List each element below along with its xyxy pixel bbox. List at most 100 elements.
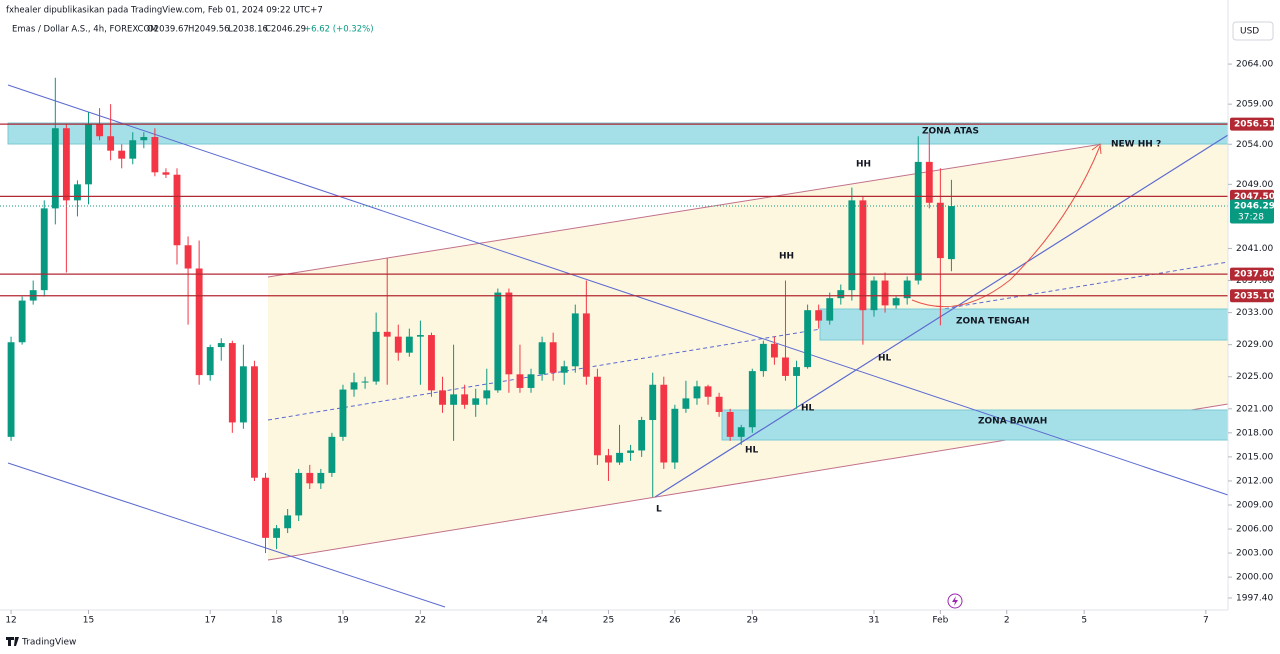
- x-tick-label: 15: [83, 616, 94, 626]
- candle-body: [549, 342, 557, 373]
- y-tick-label: 2025.00: [1236, 372, 1273, 382]
- candle-body: [693, 386, 701, 399]
- candle-body: [715, 396, 723, 412]
- y-tick-label: 2037.00: [1236, 276, 1273, 286]
- y-tick-label: 2054.00: [1236, 140, 1273, 150]
- zone-bawah: [721, 409, 1229, 441]
- zone-atas: [7, 122, 1229, 145]
- channel-top: [267, 123, 1229, 278]
- channel-fill: [268, 124, 1228, 560]
- candle-body: [892, 298, 900, 306]
- candle-body: [914, 161, 922, 281]
- candle-body: [538, 342, 546, 375]
- candle-body: [605, 455, 612, 463]
- candle-body: [627, 450, 635, 453]
- annotation: ZONA BAWAH: [978, 417, 1047, 427]
- candle-body: [770, 343, 778, 358]
- candle-body: [140, 137, 148, 141]
- brand-logo: [6, 637, 19, 646]
- ohlc-close: C2046.29: [265, 25, 306, 35]
- x-tick-label: 18: [271, 616, 283, 626]
- time-axis: [0, 610, 1280, 654]
- price-label: 2047.50: [1234, 192, 1275, 202]
- candle-body: [737, 427, 745, 437]
- ohlc-low: L2038.16: [228, 25, 268, 35]
- price-label: 2037.80: [1234, 270, 1275, 280]
- candle-body: [826, 298, 834, 321]
- currency: USD: [1240, 27, 1259, 37]
- y-tick-label: 2033.00: [1236, 308, 1273, 318]
- candle-body: [671, 408, 679, 463]
- price-label-box: [1230, 199, 1274, 224]
- candle-body: [660, 384, 668, 463]
- candle-body: [151, 137, 159, 173]
- candle-body: [129, 140, 137, 159]
- candle-body: [925, 161, 933, 203]
- candle-body: [450, 394, 458, 405]
- candle-body: [494, 292, 502, 391]
- y-tick-label: 2041.00: [1236, 244, 1273, 254]
- candle-body: [62, 128, 70, 201]
- trend-line: [7, 84, 1229, 496]
- candle-body: [936, 202, 944, 259]
- y-tick-label: 2000.00: [1236, 573, 1273, 583]
- price-label-box: [1230, 267, 1274, 281]
- candle-body: [428, 335, 435, 391]
- countdown: 37:28: [1238, 213, 1264, 223]
- candle-body: [18, 300, 26, 343]
- y-tick-label: 2029.00: [1236, 340, 1273, 350]
- candle-body: [748, 371, 756, 428]
- candle-body: [328, 436, 336, 473]
- candle-body: [472, 398, 480, 405]
- candle-body: [284, 515, 292, 529]
- candle-body: [560, 366, 568, 373]
- y-tick-label: 2021.00: [1236, 404, 1273, 414]
- y-tick-label: 2009.00: [1236, 500, 1273, 510]
- trend-line: [654, 134, 1229, 498]
- annotation: HL: [801, 404, 815, 414]
- candle-body: [74, 184, 81, 201]
- candle-body: [837, 290, 845, 299]
- x-tick-label: 17: [204, 616, 215, 626]
- candles: [7, 77, 955, 554]
- candle-body: [394, 336, 402, 353]
- price-label: 2046.29: [1234, 202, 1275, 212]
- candle-body: [505, 292, 513, 375]
- candle-body: [96, 124, 103, 137]
- annotation: NEW HH ?: [1111, 140, 1161, 150]
- x-tick-label: 12: [5, 616, 16, 626]
- currency-box[interactable]: [1232, 21, 1274, 41]
- annotation: HL: [878, 354, 892, 364]
- x-tick-label: Feb: [932, 616, 948, 626]
- ohlc-high: H2049.56: [188, 25, 230, 35]
- candle-body: [217, 343, 225, 348]
- annotation: L: [656, 505, 662, 515]
- candle-body: [571, 313, 579, 367]
- y-tick-label: 2015.00: [1236, 452, 1273, 462]
- candle-body: [881, 280, 889, 306]
- candle-body: [649, 384, 657, 421]
- candle-body: [516, 374, 524, 388]
- candle-body: [251, 366, 258, 478]
- brand: TradingView: [21, 638, 76, 648]
- candle-body: [616, 452, 623, 463]
- x-tick-label: 22: [415, 616, 426, 626]
- projection-curve: [911, 145, 1101, 308]
- candle-body: [383, 331, 391, 337]
- y-tick-label: 2012.00: [1236, 476, 1273, 486]
- candle-body: [416, 335, 424, 337]
- candle-body: [793, 367, 800, 376]
- price-label: 2056.51: [1234, 120, 1275, 130]
- x-tick-label: 24: [536, 616, 548, 626]
- y-tick-label: 2049.00: [1236, 180, 1273, 190]
- candle-body: [162, 172, 170, 175]
- candle-body: [759, 343, 767, 372]
- annotation: ZONA ATAS: [922, 127, 979, 137]
- candle-body: [682, 398, 690, 409]
- price-axis: [1228, 0, 1280, 654]
- annotation: HH: [856, 160, 871, 170]
- candle-body: [118, 150, 126, 159]
- ohlc-change: +6.62 (+0.32%): [304, 25, 374, 35]
